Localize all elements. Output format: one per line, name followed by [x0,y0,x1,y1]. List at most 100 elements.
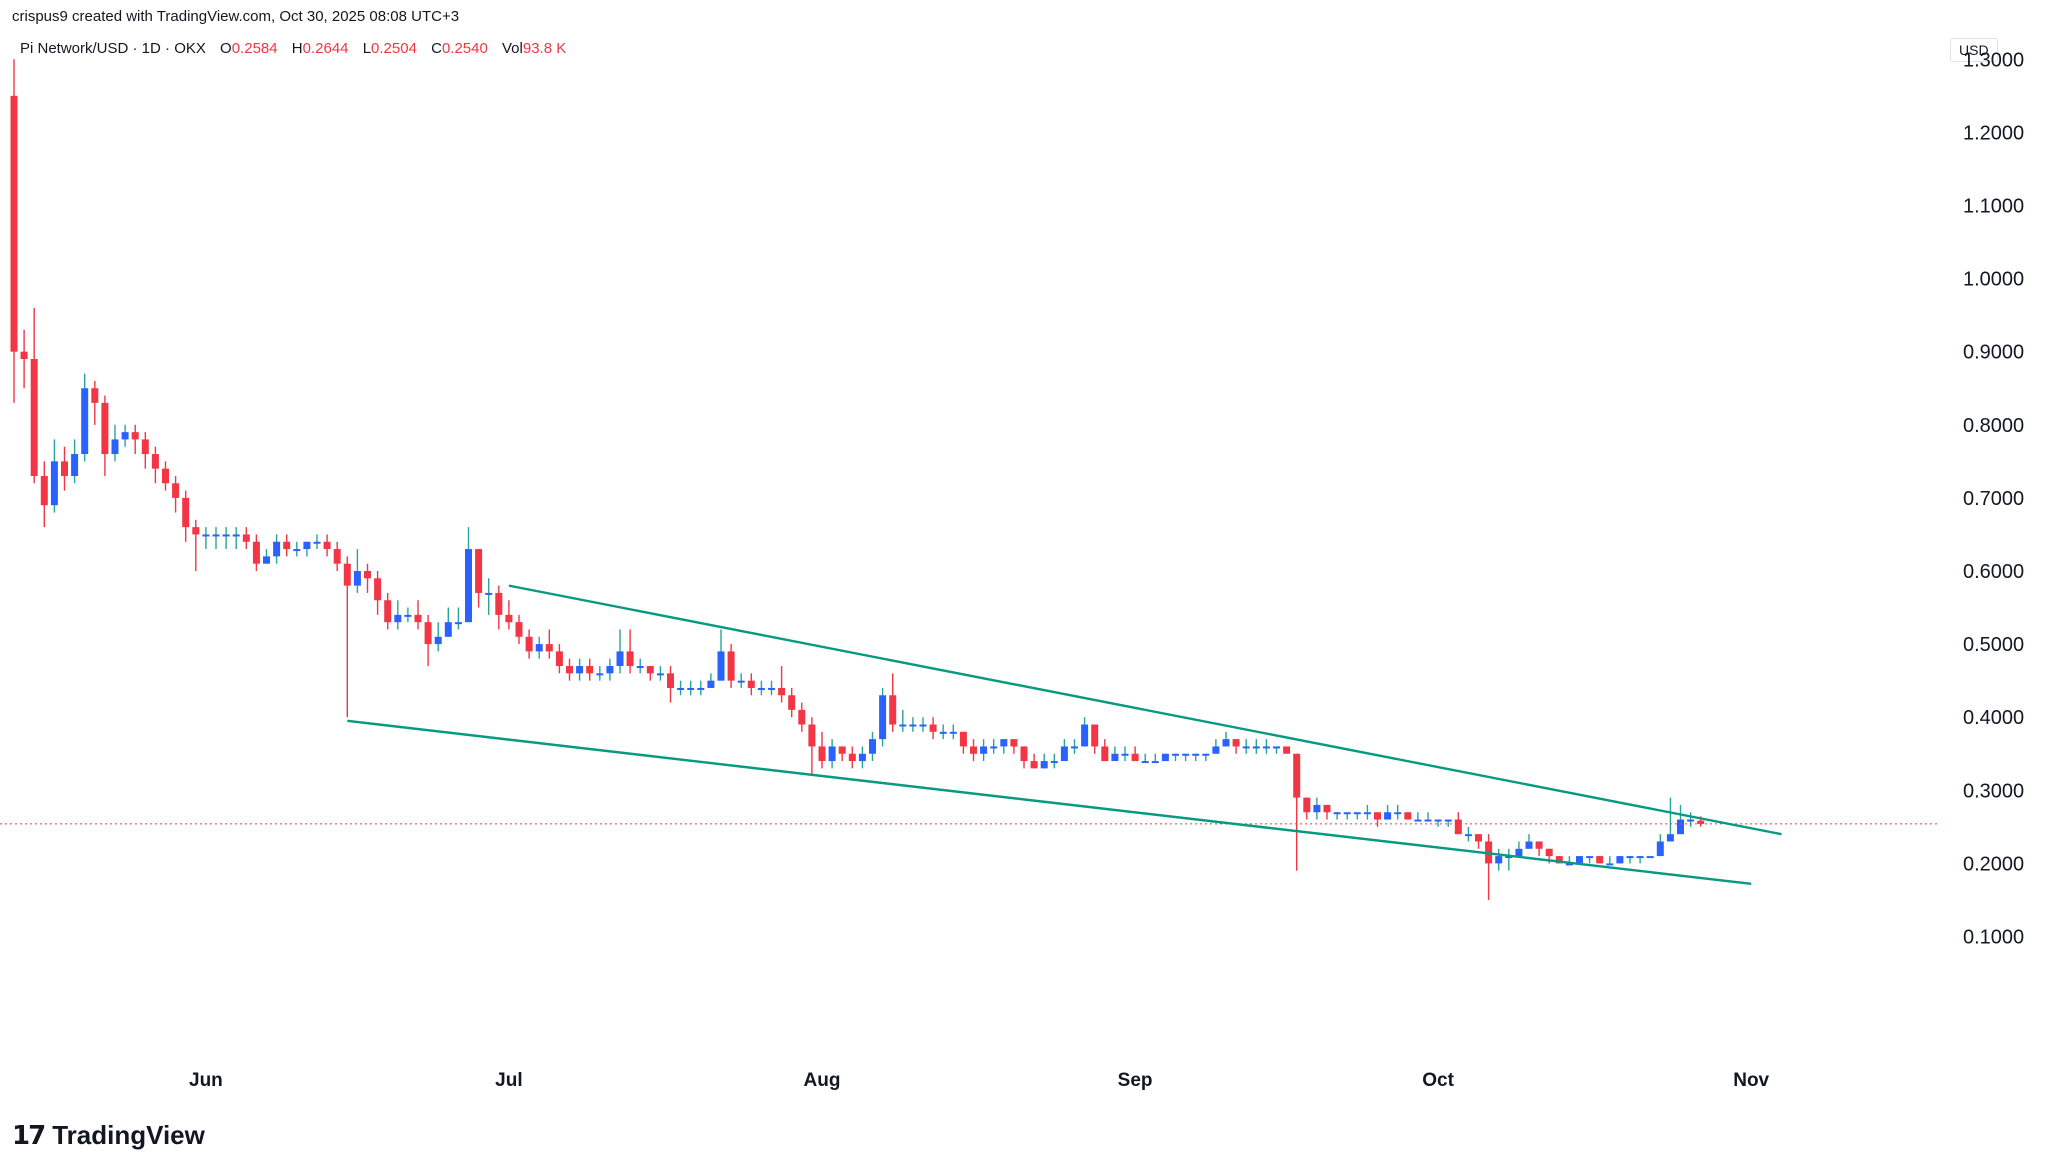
candle [939,724,947,740]
chart-credit: crispus9 created with TradingView.com, O… [12,8,460,25]
candle [818,731,826,769]
candle [303,541,311,557]
candle-body [374,578,382,601]
candle [1010,739,1018,754]
candle-body [1535,841,1543,849]
candle [91,380,99,425]
candle [212,527,220,550]
candle-body [1091,724,1099,747]
candle-body [1687,819,1695,822]
candle [81,373,89,462]
volume-label: Vol [502,40,523,57]
candle [162,461,169,491]
candle-body [1172,753,1179,756]
candle [677,680,685,696]
candle [798,702,806,732]
trendlines-layer [0,584,1940,886]
candle-body [151,454,159,469]
candle [929,717,937,740]
candle-body [596,673,604,676]
high-label: H [291,40,303,57]
time-axis[interactable]: Jun Jul Aug Sep Oct Nov [189,1070,1770,1091]
candle-body [131,432,139,440]
candle [475,549,483,608]
trendline-lower[interactable] [347,719,1752,886]
candle-body [323,541,331,550]
date-tick-label: Jul [495,1070,522,1091]
candle [545,629,553,659]
candle [414,600,422,630]
candle [141,432,149,469]
candle [343,556,351,718]
symbol-name[interactable]: Pi Network/USD · 1D · OKX [20,40,206,57]
candle [333,541,341,571]
candle-body [929,724,937,732]
candle [1323,804,1331,820]
currency-selector[interactable]: USD [1950,38,1998,62]
candle [808,717,816,776]
candle-body [1677,819,1684,835]
candle [1586,856,1594,864]
candle [858,746,866,769]
candle [1535,841,1543,857]
date-tick-label: Aug [804,1070,841,1091]
candle-body [1293,753,1301,798]
candle [1374,812,1381,827]
candle-body [576,666,584,674]
candle [10,59,18,403]
candle [172,475,180,513]
candle-body [697,687,705,690]
candle-body [778,687,786,696]
candle-body [919,724,927,727]
candle-body [333,549,341,564]
candle-body [293,549,301,552]
candle-body [1303,797,1311,813]
candle-body [40,475,48,506]
candle-body [101,402,109,455]
candle [1353,812,1361,820]
price-axis[interactable]: 1.3000 1.2000 1.1000 1.0000 0.9000 0.8000 0.70… [1963,49,2024,948]
candle [1525,834,1533,849]
candle-body [656,673,664,676]
candle [1262,739,1270,754]
candle-body [50,461,58,506]
candle-body [1565,863,1573,866]
candle [1404,812,1412,820]
candle [1464,826,1472,842]
candle [283,534,291,557]
candle-body [798,709,806,725]
candle-body [1363,812,1371,815]
candle [1030,753,1038,769]
candle-body [71,454,79,476]
candle [1333,812,1341,820]
candle-body [1454,819,1462,835]
candle-body [1010,739,1018,747]
candle-body [1414,819,1422,822]
candle-body [192,527,200,535]
symbol-legend: Pi Network/USD · 1D · OKX O0.2584 H0.264… [20,40,566,57]
high-value: 0.2644 [302,40,349,57]
candle-body [980,746,988,754]
candle [252,534,260,571]
candle-body [1222,739,1230,747]
candle [465,527,472,623]
candle [1495,848,1503,871]
candle-body [1697,820,1705,824]
candle [1131,746,1139,762]
candle-body [889,695,897,725]
candle-body [364,571,371,579]
candle-body [465,549,472,623]
candle-body [636,666,644,669]
candle [1293,753,1301,871]
tradingview-logo[interactable]: 17 TradingView [12,1120,205,1151]
candle [1616,856,1624,864]
candle [899,709,907,732]
candle [222,527,230,550]
candle [111,424,119,462]
candle [61,446,68,491]
trendline-upper[interactable] [508,584,1782,836]
candle [1252,739,1260,754]
candle-body [747,680,755,688]
candle [576,658,584,681]
